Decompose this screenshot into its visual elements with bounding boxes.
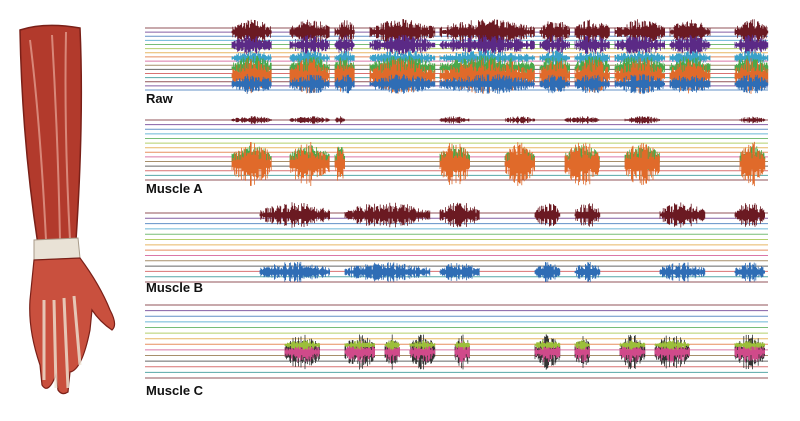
emg-trace <box>231 73 769 95</box>
emg-panel: Muscle C <box>145 304 768 398</box>
emg-trace <box>284 339 765 351</box>
emg-trace <box>231 58 769 94</box>
panel-label: Raw <box>146 91 174 106</box>
emg-trace <box>231 19 769 45</box>
emg-trace <box>259 202 765 228</box>
emg-trace <box>231 141 766 187</box>
panel-label: Muscle C <box>146 383 204 398</box>
emg-panel: Muscle B <box>145 202 768 295</box>
emg-trace <box>231 34 769 56</box>
panel-label: Muscle B <box>146 280 203 295</box>
emg-trace <box>284 340 765 364</box>
arm-illustration <box>19 24 116 395</box>
emg-panels: Raw Muscle A Muscle B Muscle C <box>145 19 769 398</box>
emg-trace <box>231 116 766 124</box>
emg-trace <box>259 261 765 283</box>
panel-label: Muscle A <box>146 181 203 196</box>
emg-panel: Raw <box>145 19 769 106</box>
emg-panel: Muscle A <box>145 116 768 196</box>
